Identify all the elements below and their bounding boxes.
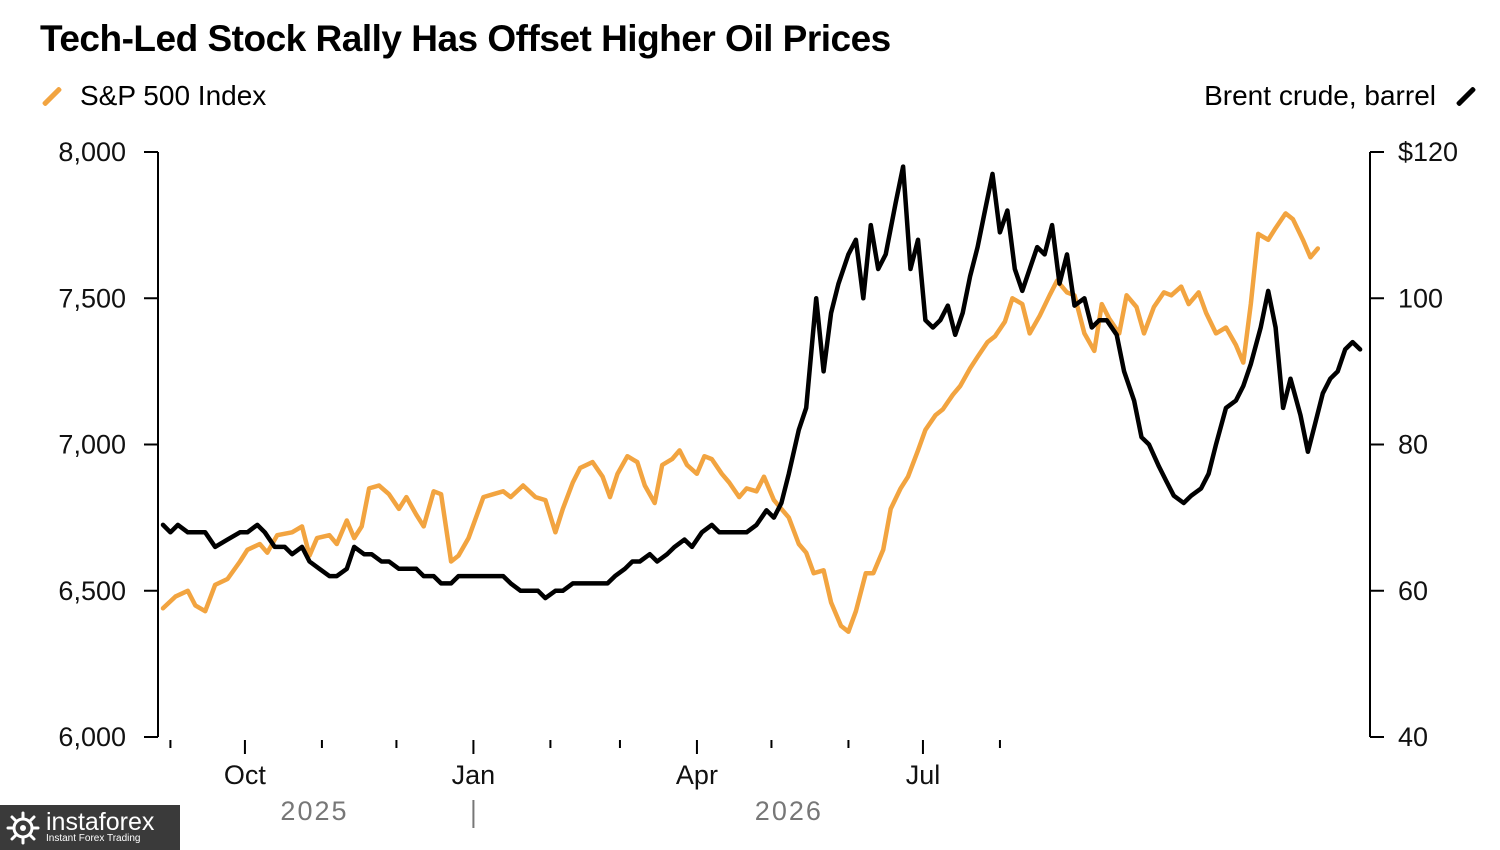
brent-legend-label: Brent crude, barrel (1204, 80, 1436, 111)
right-axis-tick-label: $120 (1398, 137, 1458, 167)
x-axis-tick-label: Oct (224, 760, 267, 790)
watermark-tagline: Instant Forex Trading (46, 832, 141, 844)
sp500-line (160, 211, 1321, 634)
legend-sp500: S&P 500 Index (40, 80, 266, 112)
left-axis-tick-label: 8,000 (58, 137, 126, 167)
brent-crude-line (160, 164, 1363, 601)
left-axis-tick-label: 7,500 (58, 283, 126, 313)
left-axis-tick-label: 6,000 (58, 722, 126, 752)
legend-brent: Brent crude, barrel (1204, 80, 1478, 112)
chart-series (160, 164, 1363, 634)
chart-tick-labels: 6,000 6,500 7,000 7,500 8,000 40 60 80 100 $120 Oc… (58, 137, 1458, 826)
right-axis-tick-label: 40 (1398, 722, 1428, 752)
right-axis-tick-label: 100 (1398, 283, 1443, 313)
right-axis-tick-label: 60 (1398, 576, 1428, 606)
instaforex-logo-icon (6, 811, 40, 844)
chart-axes (144, 151, 1384, 828)
left-axis-tick-label: 6,500 (58, 576, 126, 606)
left-axis-tick-label: 7,000 (58, 430, 126, 460)
year-label: 2025 (280, 796, 348, 826)
sp500-legend-label: S&P 500 Index (80, 80, 267, 111)
watermark-brand: instaforex (46, 807, 155, 836)
x-axis-tick-label: Apr (676, 760, 718, 790)
x-axis-tick-label: Jan (452, 760, 496, 790)
year-label: 2026 (755, 796, 823, 826)
instaforex-watermark: instaforex Instant Forex Trading (0, 805, 180, 850)
chart-title: Tech-Led Stock Rally Has Offset Higher O… (40, 18, 891, 59)
right-axis-tick-label: 80 (1398, 430, 1428, 460)
x-axis-tick-label: Jul (906, 760, 941, 790)
